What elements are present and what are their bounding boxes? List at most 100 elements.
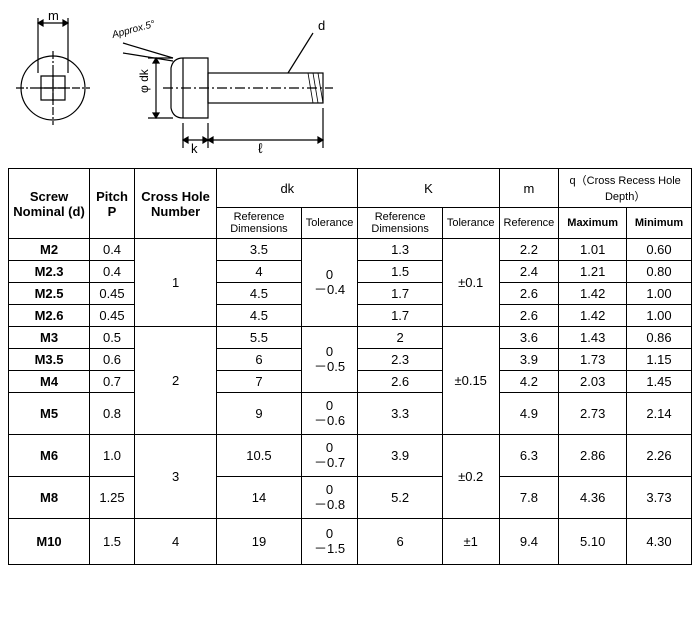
data-cell: 0.6 [90,349,135,371]
data-cell: 2.14 [627,393,692,435]
data-cell: 1.25 [90,477,135,519]
data-cell: 2.6 [358,371,442,393]
data-cell: 1.43 [559,327,627,349]
th-k-tol: Tolerance [442,208,499,239]
data-cell: 2.73 [559,393,627,435]
data-cell: 1.73 [559,349,627,371]
table-row: M30.525.50－0.52±0.153.61.430.86 [9,327,692,349]
data-cell: 2.6 [499,305,559,327]
data-cell: 0.86 [627,327,692,349]
data-cell: 9 [217,393,301,435]
th-k-ref: Reference Dimensions [358,208,442,239]
data-cell: 1.5 [90,519,135,565]
data-cell: 2 [358,327,442,349]
data-cell: 4.30 [627,519,692,565]
tol-cell: 0－0.5 [301,327,358,393]
label-phi-dk: φ dk [137,68,151,93]
data-cell: 10.5 [217,435,301,477]
data-cell: M6 [9,435,90,477]
data-cell: 1.3 [358,239,442,261]
data-cell: 0.60 [627,239,692,261]
data-cell: 1.00 [627,305,692,327]
label-k: k [191,141,198,156]
th-screw-nominal: Screw Nominal (d) [9,169,90,239]
data-cell: 1.7 [358,283,442,305]
data-cell: 0.80 [627,261,692,283]
data-cell: M2.6 [9,305,90,327]
th-q: q（Cross Recess Hole Depth） [559,169,692,208]
data-cell: 19 [217,519,301,565]
data-cell: 3 [134,435,216,519]
data-cell: 4 [217,261,301,283]
label-l: ℓ [258,140,263,156]
data-cell: M2.5 [9,283,90,305]
data-cell: 2.4 [499,261,559,283]
tol-cell: 0－0.7 [301,435,358,477]
tol-cell: 0－0.6 [301,393,358,435]
data-cell: 2.3 [358,349,442,371]
data-cell: 9.4 [499,519,559,565]
data-cell: 4.5 [217,305,301,327]
data-cell: 0.4 [90,239,135,261]
data-cell: 3.5 [217,239,301,261]
data-cell: 1.5 [358,261,442,283]
th-q-min: Minimum [627,208,692,239]
data-cell: 7.8 [499,477,559,519]
data-cell: 7 [217,371,301,393]
tol-cell: 0－0.4 [301,239,358,327]
data-cell: ±1 [442,519,499,565]
data-cell: ±0.2 [442,435,499,519]
tol-cell: 0－1.5 [301,519,358,565]
data-cell: 6 [217,349,301,371]
data-cell: 1.15 [627,349,692,371]
data-cell: 2 [134,327,216,435]
spec-table: Screw Nominal (d) Pitch P Cross Hole Num… [8,168,692,565]
data-cell: 3.9 [499,349,559,371]
data-cell: 1.21 [559,261,627,283]
data-cell: 0.7 [90,371,135,393]
th-K: K [358,169,499,208]
data-cell: 1.42 [559,305,627,327]
th-m: m [499,169,559,208]
th-q-max: Maximum [559,208,627,239]
data-cell: 3.3 [358,393,442,435]
data-cell: 0.4 [90,261,135,283]
data-cell: 5.2 [358,477,442,519]
data-cell: M8 [9,477,90,519]
data-cell: 3.6 [499,327,559,349]
data-cell: 1.42 [559,283,627,305]
data-cell: 1.7 [358,305,442,327]
table-row: M101.54190－1.56±19.45.104.30 [9,519,692,565]
data-cell: 1.00 [627,283,692,305]
data-cell: 6 [358,519,442,565]
data-cell: 1.0 [90,435,135,477]
data-cell: ±0.15 [442,327,499,435]
table-row: M81.25140－0.85.27.84.363.73 [9,477,692,519]
data-cell: 5.5 [217,327,301,349]
data-cell: M4 [9,371,90,393]
th-dk: dk [217,169,358,208]
data-cell: ±0.1 [442,239,499,327]
th-pitch: Pitch P [90,169,135,239]
data-cell: 3.73 [627,477,692,519]
data-cell: 4.9 [499,393,559,435]
data-cell: 4 [134,519,216,565]
data-cell: 0.8 [90,393,135,435]
data-cell: 0.45 [90,283,135,305]
data-cell: M2.3 [9,261,90,283]
data-cell: 1 [134,239,216,327]
data-cell: 6.3 [499,435,559,477]
screw-diagram: m Approx.5° d φ dk k ℓ [8,8,692,158]
data-cell: 4.36 [559,477,627,519]
data-cell: M3.5 [9,349,90,371]
data-cell: 2.2 [499,239,559,261]
data-cell: 4.5 [217,283,301,305]
th-dk-tol: Tolerance [301,208,358,239]
data-cell: 3.9 [358,435,442,477]
data-cell: 0.45 [90,305,135,327]
data-cell: 1.45 [627,371,692,393]
data-cell: 5.10 [559,519,627,565]
label-d: d [318,18,325,33]
data-cell: 1.01 [559,239,627,261]
data-cell: 0.5 [90,327,135,349]
